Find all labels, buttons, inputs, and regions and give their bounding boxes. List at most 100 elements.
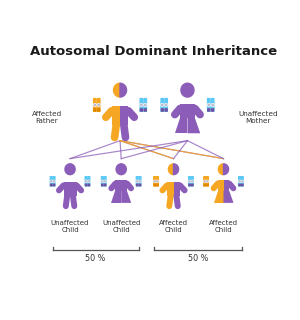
Circle shape [94,104,96,106]
FancyBboxPatch shape [211,98,214,112]
Polygon shape [224,164,229,175]
Circle shape [165,104,167,106]
Polygon shape [188,118,200,133]
Circle shape [88,180,90,182]
Text: 50 %: 50 % [188,253,208,262]
Circle shape [238,180,240,182]
Text: Autosomal Dominant Inheritance: Autosomal Dominant Inheritance [30,44,277,58]
FancyBboxPatch shape [180,104,188,118]
Circle shape [207,180,208,182]
FancyBboxPatch shape [167,182,173,196]
FancyBboxPatch shape [97,108,101,112]
Circle shape [50,180,52,182]
FancyBboxPatch shape [139,184,141,186]
Circle shape [189,181,190,182]
FancyBboxPatch shape [188,104,195,118]
Circle shape [189,180,190,182]
FancyBboxPatch shape [143,108,147,112]
FancyBboxPatch shape [160,98,164,112]
Circle shape [208,104,209,106]
Polygon shape [116,164,121,175]
Circle shape [192,181,193,182]
Circle shape [51,181,52,182]
FancyBboxPatch shape [140,108,143,112]
Circle shape [204,181,205,182]
FancyBboxPatch shape [188,176,191,187]
Circle shape [141,104,142,106]
FancyBboxPatch shape [87,176,91,187]
Text: Unaffected
Mother: Unaffected Mother [238,111,278,124]
FancyBboxPatch shape [50,184,52,186]
Polygon shape [218,164,224,175]
Circle shape [85,181,87,182]
FancyBboxPatch shape [116,180,121,191]
FancyBboxPatch shape [191,184,194,186]
Circle shape [88,181,89,182]
Circle shape [102,181,103,182]
FancyBboxPatch shape [173,182,180,196]
Polygon shape [188,83,194,97]
Circle shape [239,181,240,182]
Circle shape [53,181,55,182]
FancyBboxPatch shape [104,184,106,186]
Polygon shape [181,83,188,97]
Circle shape [145,104,146,106]
Circle shape [212,104,214,106]
Circle shape [104,180,106,182]
FancyBboxPatch shape [203,184,206,186]
Polygon shape [111,191,121,203]
Circle shape [85,180,87,182]
Circle shape [162,104,163,106]
FancyBboxPatch shape [136,176,139,187]
FancyBboxPatch shape [206,176,209,187]
Circle shape [144,104,146,106]
Circle shape [94,104,96,106]
Circle shape [208,104,210,106]
FancyBboxPatch shape [153,184,156,186]
Circle shape [212,104,213,106]
Polygon shape [70,164,75,175]
Circle shape [139,180,141,182]
Polygon shape [65,164,70,175]
FancyBboxPatch shape [101,176,104,187]
Polygon shape [168,164,173,175]
Polygon shape [173,164,178,175]
FancyBboxPatch shape [120,106,128,124]
Polygon shape [120,83,127,97]
FancyBboxPatch shape [238,176,241,187]
FancyBboxPatch shape [164,98,168,112]
Circle shape [157,180,158,182]
Circle shape [154,180,156,182]
FancyBboxPatch shape [143,98,147,112]
FancyBboxPatch shape [101,184,104,186]
Polygon shape [224,191,233,203]
Circle shape [191,180,193,182]
Circle shape [157,181,158,182]
Circle shape [140,104,142,106]
Polygon shape [121,164,126,175]
FancyBboxPatch shape [207,98,211,112]
FancyBboxPatch shape [238,184,241,186]
FancyBboxPatch shape [206,184,209,186]
Text: Affected
Child: Affected Child [159,220,188,233]
Circle shape [53,180,55,182]
FancyBboxPatch shape [160,108,164,112]
Circle shape [154,181,155,182]
FancyBboxPatch shape [85,184,88,186]
Circle shape [101,180,103,182]
FancyBboxPatch shape [112,106,120,124]
Circle shape [242,180,243,182]
FancyBboxPatch shape [88,184,90,186]
FancyBboxPatch shape [52,176,56,187]
Circle shape [137,181,138,182]
FancyBboxPatch shape [140,98,143,112]
Text: Affected
Child: Affected Child [209,220,238,233]
FancyBboxPatch shape [64,182,70,196]
FancyBboxPatch shape [241,176,244,187]
Polygon shape [214,191,224,203]
FancyBboxPatch shape [93,98,97,112]
Circle shape [207,181,208,182]
FancyBboxPatch shape [241,184,244,186]
FancyBboxPatch shape [156,176,159,187]
Polygon shape [175,118,188,133]
